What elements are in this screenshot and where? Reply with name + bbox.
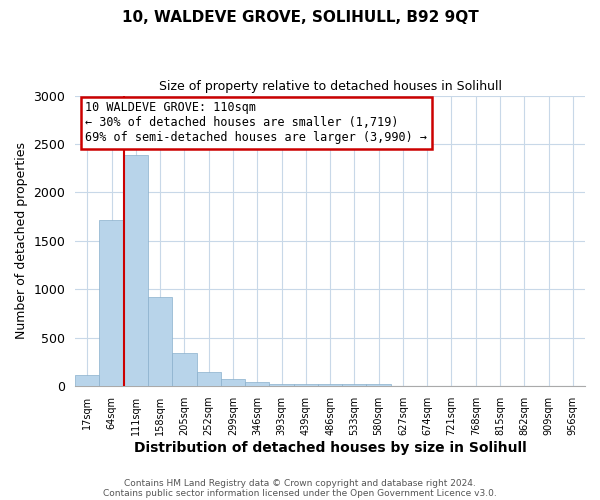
Bar <box>367 384 391 386</box>
Y-axis label: Number of detached properties: Number of detached properties <box>15 142 28 340</box>
Bar <box>100 220 124 386</box>
Text: 10, WALDEVE GROVE, SOLIHULL, B92 9QT: 10, WALDEVE GROVE, SOLIHULL, B92 9QT <box>122 10 478 25</box>
Bar <box>269 384 293 386</box>
Bar <box>221 380 245 386</box>
Text: Contains HM Land Registry data © Crown copyright and database right 2024.: Contains HM Land Registry data © Crown c… <box>124 478 476 488</box>
Bar <box>124 154 148 386</box>
Bar <box>148 297 172 386</box>
Bar <box>293 384 318 386</box>
Bar <box>197 372 221 386</box>
Title: Size of property relative to detached houses in Solihull: Size of property relative to detached ho… <box>158 80 502 93</box>
Bar <box>75 374 100 386</box>
Bar <box>172 354 197 386</box>
Bar <box>342 384 367 386</box>
X-axis label: Distribution of detached houses by size in Solihull: Distribution of detached houses by size … <box>134 441 526 455</box>
Text: Contains public sector information licensed under the Open Government Licence v3: Contains public sector information licen… <box>103 488 497 498</box>
Text: 10 WALDEVE GROVE: 110sqm
← 30% of detached houses are smaller (1,719)
69% of sem: 10 WALDEVE GROVE: 110sqm ← 30% of detach… <box>85 102 427 144</box>
Bar <box>318 384 342 386</box>
Bar <box>245 382 269 386</box>
